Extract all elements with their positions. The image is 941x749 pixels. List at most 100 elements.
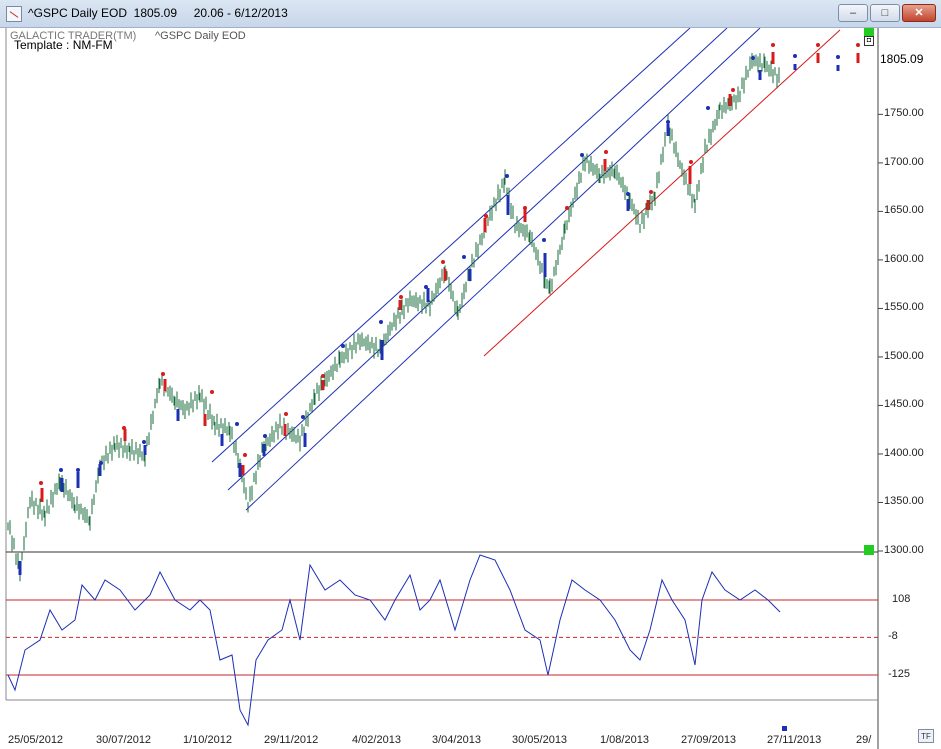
red-signal-dot (399, 295, 403, 299)
blue-candle (98, 464, 102, 476)
blue-candle (626, 199, 630, 211)
price-tick-label: 1650.00 (884, 204, 924, 217)
scroll-position-marker[interactable] (782, 726, 787, 731)
blue-signal-dot (751, 56, 755, 60)
green-marker-bottom[interactable] (864, 545, 874, 555)
pane-toggle-icon[interactable]: ◘ (864, 36, 874, 46)
red-candle (241, 465, 245, 475)
price-tick-label: 1750.00 (884, 107, 924, 120)
channel-line (211, 28, 691, 463)
blue-candle (426, 288, 430, 302)
red-candle (398, 300, 402, 310)
blue-signal-dot (462, 255, 466, 259)
chart-area[interactable]: GALACTIC TRADER(TM) Template : NM-FM ^GS… (0, 28, 941, 749)
blue-signal-dot (99, 461, 103, 465)
blue-candle (238, 463, 242, 477)
blue-signal-dot (301, 415, 305, 419)
red-candle (283, 424, 287, 436)
chart-app-icon[interactable] (6, 6, 22, 22)
blue-signal-dot (666, 120, 670, 124)
date-tick-label: 29/ (856, 734, 872, 746)
date-tick-label: 29/11/2012 (264, 734, 319, 746)
red-signal-dot (39, 481, 43, 485)
red-signal-dot (856, 43, 860, 47)
blue-candle (793, 64, 797, 70)
red-candle (728, 94, 732, 106)
green-marker-top[interactable] (864, 28, 874, 38)
template-label: Template : NM-FM (14, 38, 113, 52)
red-signal-dot (523, 206, 527, 210)
red-signal-dot (210, 390, 214, 394)
red-candle (40, 488, 44, 502)
blue-signal-dot (341, 344, 345, 348)
red-candle (771, 52, 775, 64)
red-candle (443, 269, 447, 281)
blue-candle (176, 409, 180, 421)
blue-candle (220, 434, 224, 446)
blue-signal-dot (580, 153, 584, 157)
price-tick-label: 1300.00 (884, 544, 924, 556)
red-signal-dot (321, 374, 325, 378)
price-tick-label: 1600.00 (884, 252, 924, 265)
red-signal-dot (649, 190, 653, 194)
red-signal-dot (122, 426, 126, 430)
date-tick-label: 27/11/2013 (767, 734, 822, 746)
red-signal-dot (565, 206, 569, 210)
price-tick-label: 1700.00 (884, 155, 924, 168)
blue-signal-dot (424, 285, 428, 289)
current-price-label: 1805.09 (880, 52, 924, 66)
date-tick-label: 30/05/2013 (512, 734, 568, 746)
blue-candle (18, 561, 22, 575)
oscillator-tick-label: -8 (888, 630, 898, 643)
oscillator-line (7, 554, 781, 727)
red-candle (856, 53, 860, 63)
window-title: ^GSPC Daily EOD 1805.09 20.06 - 6/12/201… (28, 6, 288, 20)
date-tick-label: 1/08/2013 (600, 734, 649, 746)
date-tick-label: 25/05/2012 (8, 734, 64, 746)
price-tick-label: 1350.00 (884, 495, 924, 508)
price-chart-svg[interactable] (0, 28, 941, 749)
price-tick-label: 1500.00 (884, 349, 924, 362)
red-signal-dot (484, 214, 488, 218)
blue-candle (76, 472, 80, 488)
blue-candle (303, 433, 307, 447)
blue-signal-dot (379, 320, 383, 324)
red-trendline (483, 29, 841, 357)
blue-signal-dot (76, 468, 80, 472)
red-candle (483, 218, 487, 232)
blue-candle (836, 65, 840, 71)
red-candle (321, 380, 325, 390)
minimize-button[interactable]: – (838, 4, 868, 22)
oscillator-tick-label: -125 (888, 668, 911, 680)
blue-signal-dot (59, 468, 63, 472)
red-signal-dot (284, 412, 288, 416)
timeframe-button[interactable]: TF (918, 729, 934, 743)
blue-signal-dot (542, 238, 546, 242)
red-candle (646, 200, 650, 210)
blue-candle (666, 124, 670, 136)
red-signal-dot (689, 160, 693, 164)
maximize-button[interactable]: □ (870, 4, 900, 22)
red-signal-dot (161, 372, 165, 376)
date-tick-label: 4/02/2013 (352, 734, 401, 746)
red-candle (603, 159, 607, 171)
blue-candle (758, 70, 762, 80)
price-tick-label: 1400.00 (884, 446, 924, 459)
blue-candle (543, 253, 547, 277)
blue-candle (262, 444, 266, 456)
red-signal-dot (604, 150, 608, 154)
red-candle (123, 429, 127, 441)
blue-signal-dot (142, 440, 146, 444)
blue-signal-dot (793, 54, 797, 58)
channel-line (245, 28, 761, 511)
red-candle (203, 414, 207, 426)
close-button[interactable]: ✕ (902, 4, 936, 22)
red-candle (523, 208, 527, 222)
window-title-bar: ^GSPC Daily EOD 1805.09 20.06 - 6/12/201… (0, 0, 941, 28)
red-signal-dot (731, 88, 735, 92)
red-signal-dot (816, 43, 820, 47)
date-tick-label: 30/07/2012 (96, 734, 152, 746)
oscillator-tick-label: 108 (892, 593, 911, 605)
blue-candle (143, 445, 147, 455)
blue-candle (60, 478, 64, 492)
